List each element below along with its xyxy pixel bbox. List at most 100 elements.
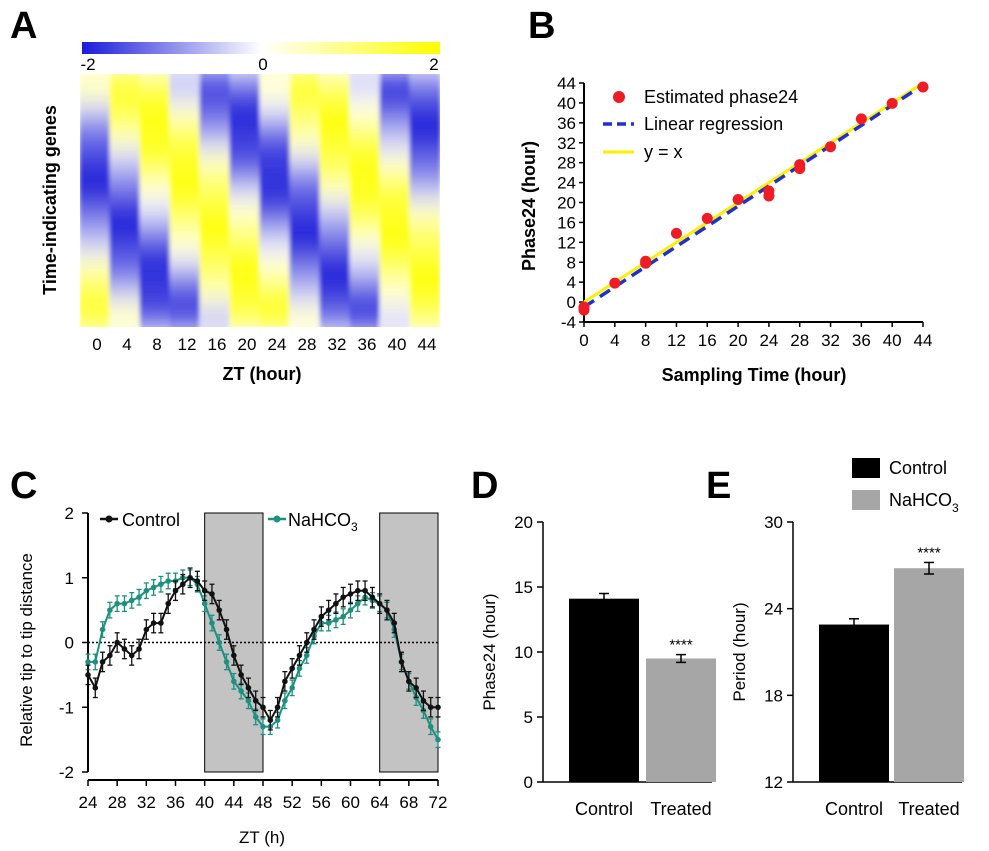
heatmap-cell <box>199 296 231 303</box>
heatmap-cell <box>349 200 381 206</box>
treated-point <box>245 697 252 704</box>
heatmap-cell <box>109 90 141 96</box>
heatmap-cell <box>139 153 171 159</box>
heatmap-cell <box>199 204 231 210</box>
heatmap-cell <box>259 119 291 126</box>
heatmap-cell <box>289 153 321 159</box>
treated-point <box>435 736 441 743</box>
heatmap-cell <box>289 128 321 134</box>
heatmap-cell <box>109 124 141 130</box>
tip-distance-x-tick-label: 32 <box>137 793 156 812</box>
heatmap-cell <box>139 250 171 256</box>
heatmap-cell <box>259 271 291 277</box>
legend-swatch-treated <box>852 490 880 510</box>
heatmap-cell <box>139 183 171 189</box>
heatmap-cell <box>259 242 291 248</box>
heatmap-cell <box>169 140 201 147</box>
heatmap-cell <box>259 162 291 168</box>
heatmap-cell <box>379 132 411 138</box>
heatmap-cell <box>169 254 201 261</box>
heatmap-cell <box>259 254 291 261</box>
phase-x-tick-label: 44 <box>914 331 933 350</box>
heatmap-cell <box>80 111 111 117</box>
heatmap-cell <box>349 170 381 176</box>
heatmap-cell <box>409 132 440 138</box>
treated-point <box>274 717 281 723</box>
heatmap-cell <box>169 81 201 88</box>
treated-point <box>150 584 157 591</box>
heatmap-cell <box>80 204 111 210</box>
heatmap-cell <box>349 119 381 126</box>
heatmap-cell <box>109 107 141 113</box>
heatmap-cell <box>349 77 381 83</box>
bar-category-label: Control <box>825 799 883 819</box>
heatmap-cell <box>199 225 231 231</box>
legend-e-control: Control <box>889 458 947 478</box>
heatmap-cell <box>349 195 381 201</box>
heatmap-tick-label: 4 <box>122 335 131 354</box>
heatmap-cell <box>199 246 231 252</box>
control-point <box>121 646 128 652</box>
heatmap <box>80 74 440 327</box>
heatmap-cell <box>139 149 171 155</box>
control-point <box>136 646 142 652</box>
heatmap-cell <box>259 208 291 214</box>
heatmap-cell <box>379 187 411 193</box>
heatmap-cell <box>229 267 261 273</box>
phase-point <box>578 301 590 313</box>
heatmap-cell <box>409 174 440 180</box>
heatmap-cell <box>409 86 440 92</box>
heatmap-cell <box>139 86 171 92</box>
heatmap-cell <box>169 309 201 315</box>
heatmap-cell <box>349 233 381 239</box>
heatmap-cell <box>349 103 381 109</box>
heatmap-cell <box>80 216 111 223</box>
phase-y-label: Phase24 (hour) <box>519 141 539 271</box>
heatmap-cell <box>169 250 201 256</box>
heatmap-tick-label: 40 <box>388 335 407 354</box>
control-point <box>252 697 259 704</box>
heatmap-cell <box>169 313 201 320</box>
phase-y-tick-label: 4 <box>567 273 576 292</box>
heatmap-cell <box>289 305 321 311</box>
heatmap-cell <box>259 318 291 324</box>
heatmap-cell <box>169 242 201 248</box>
heatmap-cell <box>319 204 351 210</box>
heatmap-cell <box>409 153 440 159</box>
heatmap-cell <box>409 178 440 185</box>
panel-b-letter: B <box>528 5 555 47</box>
heatmap-cell <box>109 200 141 206</box>
treated-point <box>282 697 288 704</box>
heatmap-cell <box>409 195 440 201</box>
heatmap-cell <box>199 288 231 294</box>
heatmap-cell <box>139 254 171 261</box>
heatmap-cell <box>289 178 321 185</box>
heatmap-cell <box>80 237 111 244</box>
heatmap-cell <box>319 111 351 117</box>
heatmap-cell <box>80 191 111 197</box>
phase-y-tick-label: 28 <box>557 154 576 173</box>
heatmap-cell <box>379 292 411 298</box>
control-point <box>303 639 310 646</box>
heatmap-cell <box>349 288 381 294</box>
heatmap-cell <box>409 233 440 239</box>
heatmap-cell <box>199 128 231 134</box>
heatmap-cell <box>169 296 201 303</box>
heatmap-cell <box>229 296 261 303</box>
heatmap-cell <box>319 301 351 307</box>
heatmap-cell <box>409 318 440 324</box>
heatmap-cell <box>109 263 141 269</box>
tip-distance-axes: -2 -1 0 1 2 24 28 32 36 40 44 48 52 56 60 64 68 72 <box>59 504 448 812</box>
control-point <box>318 613 325 620</box>
heatmap-cell <box>349 145 381 151</box>
heatmap-cell <box>319 322 351 327</box>
heatmap-cell <box>80 149 111 155</box>
heatmap-cell <box>379 229 411 235</box>
heatmap-cell <box>80 313 111 320</box>
heatmap-cell <box>169 208 201 214</box>
heatmap-cell <box>289 309 321 315</box>
heatmap-cell <box>139 178 171 185</box>
heatmap-cell <box>379 157 411 164</box>
phase-point <box>794 159 806 171</box>
tip-distance-x-tick-label: 68 <box>399 793 418 812</box>
